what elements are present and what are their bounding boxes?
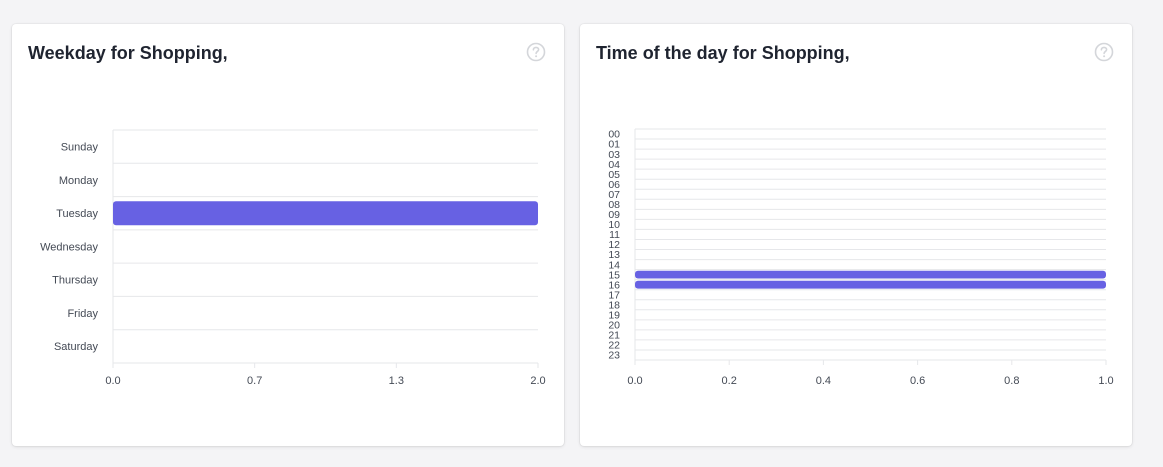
question-circle-icon[interactable] xyxy=(1094,42,1114,62)
x-tick-label: 0.6 xyxy=(910,375,925,387)
bar xyxy=(635,270,1106,279)
y-tick-label: 17 xyxy=(608,289,620,301)
y-tick-label: 14 xyxy=(608,259,620,271)
y-tick-label: Thursday xyxy=(52,275,98,287)
x-tick-label: 0.0 xyxy=(105,375,120,387)
y-tick-label: 18 xyxy=(608,299,620,311)
weekday-chart-title: Weekday for Shopping, xyxy=(28,43,228,63)
y-tick-label: 15 xyxy=(608,269,620,281)
x-tick-label: 1.0 xyxy=(1098,375,1113,387)
y-tick-label: Saturday xyxy=(54,341,99,353)
x-tick-label: 0.8 xyxy=(1004,375,1019,387)
y-tick-label: Monday xyxy=(59,175,99,187)
x-tick-label: 1.3 xyxy=(389,375,404,387)
y-tick-label: 10 xyxy=(608,219,620,231)
y-tick-label: Friday xyxy=(67,308,98,320)
y-tick-label: 04 xyxy=(608,159,620,171)
weekday-bar-chart: 0.0 0.7 1.3 2.0 Sunday Monday Tuesday Wednesday… xyxy=(40,129,546,387)
hour-bar-chart: 0.0 0.2 0.4 0.6 0.8 1.0 0001030405060708091011… xyxy=(608,128,1114,387)
y-tick-label: 09 xyxy=(608,209,620,221)
y-tick-label: 13 xyxy=(608,249,620,261)
hour-chart-card: Time of the day for Shopping, 0.0 0.2 0.4 0… xyxy=(580,24,1132,446)
x-tick-label: 0.0 xyxy=(627,375,642,387)
y-tick-label: 07 xyxy=(608,189,620,201)
y-tick-label: 05 xyxy=(608,169,620,181)
y-tick-label: 22 xyxy=(608,340,620,352)
x-tick-label: 2.0 xyxy=(530,375,545,387)
bar xyxy=(635,280,1106,289)
y-tick-label: Tuesday xyxy=(56,208,98,220)
x-tick-label: 0.4 xyxy=(816,375,831,387)
y-tick-label: 16 xyxy=(608,279,620,291)
y-tick-label: 08 xyxy=(608,199,620,211)
y-tick-label: Wednesday xyxy=(40,241,98,253)
y-tick-label: 06 xyxy=(608,179,620,191)
weekday-chart-card: Weekday for Shopping, 0.0 0.7 1.3 2.0 Sunday… xyxy=(12,24,564,446)
y-tick-label: 23 xyxy=(608,350,620,362)
y-tick-label: 20 xyxy=(608,320,620,332)
y-tick-label: 12 xyxy=(608,239,620,251)
question-circle-icon[interactable] xyxy=(526,42,546,62)
y-tick-label: 03 xyxy=(608,149,620,161)
y-tick-label: 00 xyxy=(608,129,620,141)
x-tick-label: 0.7 xyxy=(247,375,262,387)
x-tick-label: 0.2 xyxy=(722,375,737,387)
y-tick-label: 11 xyxy=(609,229,620,241)
hour-chart-title: Time of the day for Shopping, xyxy=(596,43,850,63)
y-tick-label: 19 xyxy=(608,309,620,321)
y-tick-label: Sunday xyxy=(61,141,99,153)
y-tick-label: 21 xyxy=(608,330,620,342)
y-tick-label: 01 xyxy=(608,139,620,151)
bar xyxy=(113,201,538,226)
